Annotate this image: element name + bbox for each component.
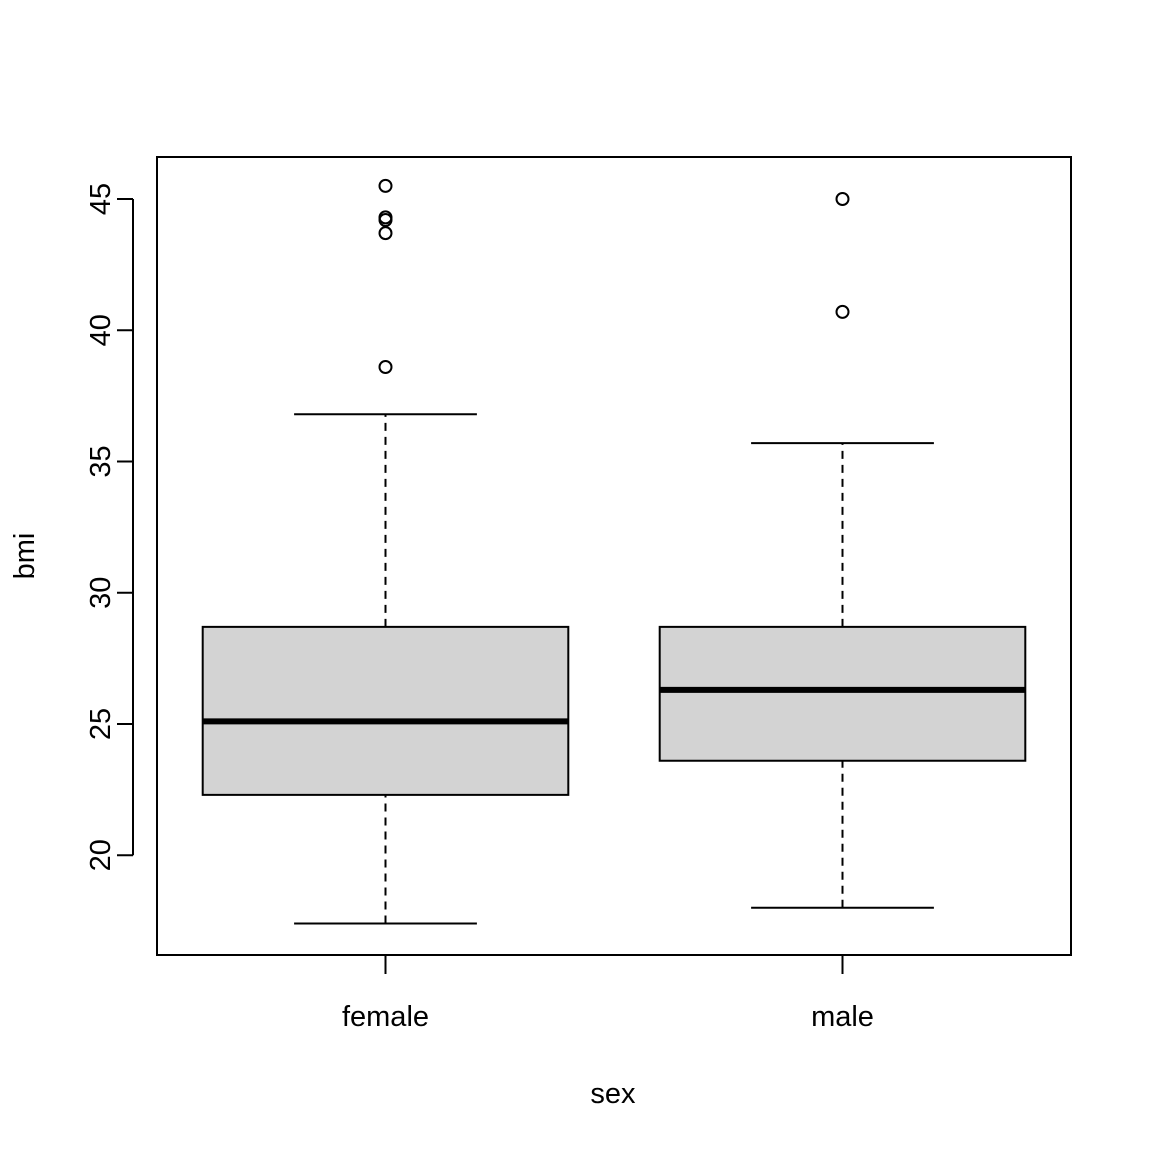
outlier-point <box>378 178 393 193</box>
outlier-point <box>378 360 393 374</box>
box-group-male <box>658 192 1027 909</box>
outlier-point <box>378 226 393 241</box>
x-axis-label: sex <box>590 1078 636 1110</box>
y-tick-label: 40 <box>85 314 117 346</box>
y-tick-label: 45 <box>85 183 117 215</box>
y-tick-label: 25 <box>85 708 117 740</box>
y-tick-label: 20 <box>85 839 117 871</box>
y-axis: 20 25 30 35 40 45 <box>85 183 134 871</box>
x-tick-label: male <box>811 1001 874 1033</box>
x-axis: female male <box>342 954 874 1033</box>
boxes-layer <box>201 178 1027 925</box>
outlier-point <box>835 192 850 206</box>
x-tick-label: female <box>342 1001 429 1033</box>
y-tick-label: 35 <box>85 445 117 477</box>
y-axis-label: bmi <box>9 533 41 580</box>
iqr-box <box>201 625 570 796</box>
outlier-point <box>378 213 393 227</box>
box-group-female <box>201 178 570 925</box>
y-tick-label: 30 <box>85 577 117 609</box>
outlier-point <box>835 304 850 319</box>
iqr-box <box>658 625 1027 762</box>
